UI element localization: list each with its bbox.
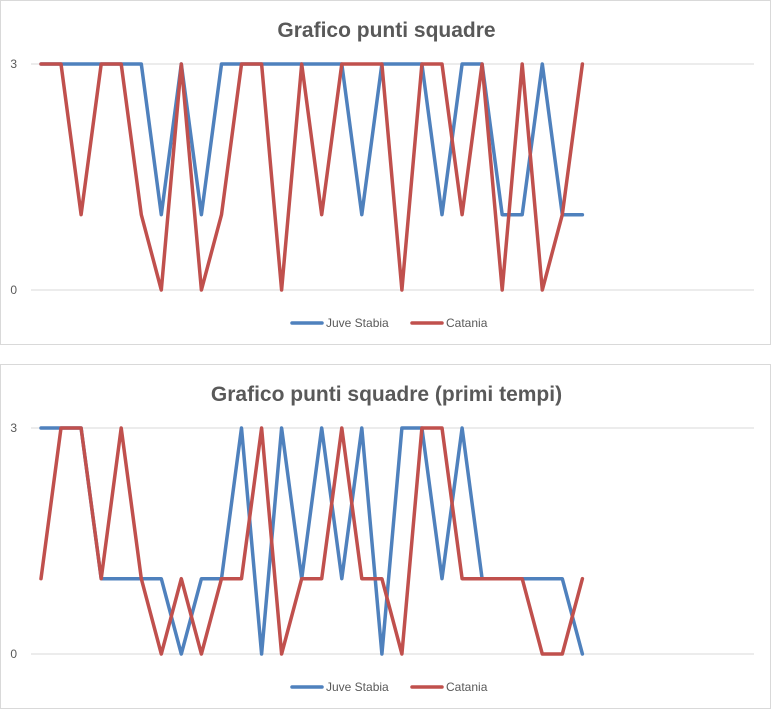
- series-line-juve-stabia: [39, 426, 585, 656]
- chart-title: Grafico punti squadre: [277, 19, 495, 42]
- legend-label: Juve Stabia: [326, 680, 389, 694]
- legend-label: Juve Stabia: [326, 316, 389, 330]
- y-tick-label: 0: [10, 647, 17, 661]
- series-line-catania: [39, 62, 585, 292]
- y-tick-label: 3: [10, 57, 17, 71]
- legend-label: Catania: [446, 316, 488, 330]
- series-line-catania: [39, 426, 585, 656]
- chart-title: Grafico punti squadre (primi tempi): [211, 383, 562, 406]
- chart-panel-2: Grafico punti squadre (primi tempi) 0 3 Juv…: [0, 364, 771, 709]
- legend-label: Catania: [446, 680, 488, 694]
- chart-1: Grafico punti squadre 0 3 Juve Stabia Catani…: [10, 19, 754, 330]
- y-tick-label: 0: [10, 283, 17, 297]
- series-line-juve-stabia: [39, 62, 585, 217]
- chart-panel-1: Grafico punti squadre 0 3 Juve Stabia Catani…: [0, 0, 771, 345]
- y-tick-label: 3: [10, 421, 17, 435]
- chart-2: Grafico punti squadre (primi tempi) 0 3 Juv…: [10, 383, 754, 694]
